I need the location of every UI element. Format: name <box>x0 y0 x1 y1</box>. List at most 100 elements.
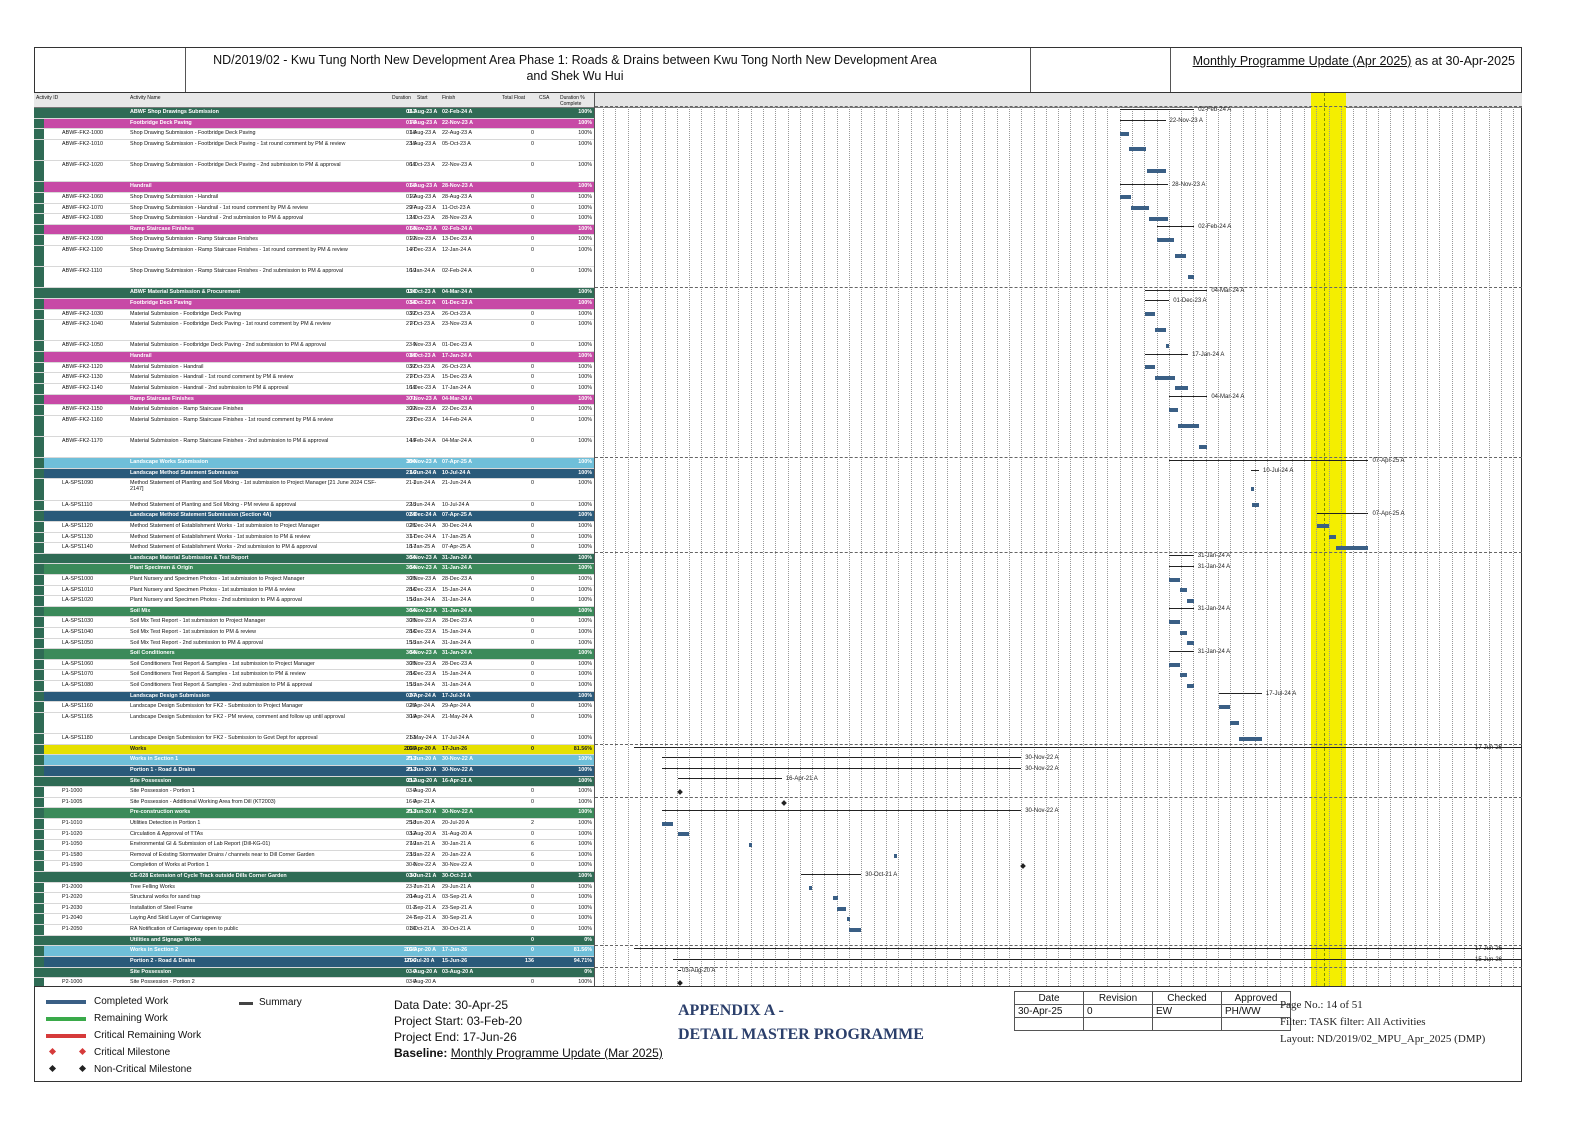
col-duration[interactable]: Duration <box>392 95 411 101</box>
table-row[interactable]: LA-SPS1030 Soil Mix Test Report - 1st sub… <box>34 617 594 628</box>
wbs-group-row[interactable]: Utilities and Signage Works 0 0% <box>34 935 594 947</box>
wbs-group-row[interactable]: Works in Section 1 713 25-Jun-20 A 30-Nov-2… <box>34 755 594 766</box>
activity-bar[interactable] <box>1336 545 1369 550</box>
summary-bar[interactable] <box>634 746 1522 748</box>
table-row[interactable]: P1-2020 Structural works for sand trap 14 2… <box>34 893 594 904</box>
summary-bar[interactable] <box>1251 470 1259 472</box>
table-row[interactable]: P2-1000 Site Possession - Portion 2 0 03-Au… <box>34 978 594 986</box>
activity-bar[interactable] <box>1218 705 1230 710</box>
activity-bar[interactable] <box>1317 524 1329 529</box>
wbs-group-row[interactable]: Soil Mix 56 30-Nov-23 A 31-Jan-24 A 100% <box>34 606 594 618</box>
wbs-group-row[interactable]: Works 2035 16-Apr-20 A 17-Jun-26 0 81.56% <box>34 744 594 756</box>
table-row[interactable]: LA-SPS1080 Soil Conditioners Test Report … <box>34 681 594 692</box>
activity-bar[interactable] <box>1187 274 1195 279</box>
activity-bar[interactable] <box>1180 588 1188 593</box>
table-row[interactable]: LA-SPS1130 Method Statement of Establishm… <box>34 532 594 544</box>
table-row[interactable]: LA-SPS1050 Soil Mix Test Report - 2nd sub… <box>34 638 594 650</box>
activity-bar[interactable] <box>1120 131 1129 136</box>
activity-bar[interactable] <box>1165 343 1170 348</box>
activity-bar[interactable] <box>1238 736 1262 741</box>
wbs-group-row[interactable]: Site Possession 0 03-Aug-20 A 03-Aug-20 A 0% <box>34 967 594 979</box>
summary-bar[interactable] <box>662 757 1022 759</box>
col-activity-id[interactable]: Activity ID <box>36 95 59 101</box>
wbs-group-row[interactable]: Landscape Material Submission & Test Rep… <box>34 553 594 565</box>
activity-bar[interactable] <box>1145 312 1155 317</box>
activity-bar[interactable] <box>1156 237 1175 242</box>
summary-bar[interactable] <box>678 778 782 780</box>
activity-bar[interactable] <box>1168 577 1181 582</box>
activity-bar[interactable] <box>846 917 850 922</box>
table-row[interactable]: LA-SPS1180 Landscape Design Submission fo… <box>34 734 594 745</box>
table-row[interactable]: ABWF-FK2-1070 Shop Drawing Submission - H… <box>34 203 594 215</box>
table-row[interactable]: ABWF-FK2-1050 Material Submission - Footb… <box>34 341 594 353</box>
wbs-group-row[interactable]: ABWF Shop Drawings Submission 113 01-Aug-2… <box>34 108 594 119</box>
wbs-group-row[interactable]: Ramp Staircase Finishes 71 30-Nov-23 A 04-M… <box>34 394 594 406</box>
table-row[interactable]: ABWF-FK2-1130 Material Submission - Handr… <box>34 373 594 384</box>
summary-bar[interactable] <box>1145 353 1189 355</box>
activity-bar[interactable] <box>832 896 838 901</box>
wbs-group-row[interactable]: Handrail 89 03-Oct-23 A 17-Jan-24 A 100% <box>34 352 594 363</box>
activity-bar[interactable] <box>1155 328 1166 333</box>
activity-bar[interactable] <box>1155 375 1175 380</box>
table-row[interactable]: LA-SPS1110 Method Statement of Planting a… <box>34 500 594 512</box>
table-row[interactable]: ABWF-FK2-1000 Shop Drawing Submission - F… <box>34 129 594 140</box>
summary-bar[interactable] <box>1168 565 1194 567</box>
wbs-group-row[interactable]: Footbridge Deck Paving 58 03-Oct-23 A 01-De… <box>34 299 594 310</box>
table-row[interactable]: P1-1050 Environmental GI & Submission of … <box>34 840 594 851</box>
activity-bar[interactable] <box>1199 444 1208 449</box>
table-row[interactable]: LA-SPS1090 Method Statement of Planting a… <box>34 479 594 501</box>
table-row[interactable]: P1-2000 Tree Felling Works 7 23-Jun-21 A 29-… <box>34 882 594 894</box>
activity-bar[interactable] <box>1329 535 1336 540</box>
wbs-group-row[interactable]: Landscape Design Submission 97 02-Apr-24 A… <box>34 691 594 703</box>
table-row[interactable]: ABWF-FK2-1060 Shop Drawing Submission - H… <box>34 192 594 204</box>
wbs-group-row[interactable]: Portion 2 - Road & Drains 1796 21-Jul-20 A… <box>34 956 594 968</box>
table-row[interactable]: ABWF-FK2-1150 Material Submission - Ramp … <box>34 405 594 416</box>
table-row[interactable]: ABWF-FK2-1080 Shop Drawing Submission - H… <box>34 214 594 225</box>
table-row[interactable]: P1-1020 Circulation & Approval of TTAs 12 0… <box>34 829 594 841</box>
activity-bar[interactable] <box>1251 503 1259 508</box>
summary-bar[interactable] <box>1145 300 1170 302</box>
table-row[interactable]: ABWF-FK2-1040 Material Submission - Footb… <box>34 320 594 342</box>
baseline-value[interactable]: Monthly Programme Update (Mar 2025) <box>450 1046 663 1060</box>
activity-bar[interactable] <box>1145 365 1155 370</box>
summary-bar[interactable] <box>1145 289 1208 291</box>
table-row[interactable]: P1-1590 Completion of Works at Portion 1 0… <box>34 861 594 873</box>
table-row[interactable]: ABWF-FK2-1160 Material Submission - Ramp … <box>34 415 594 437</box>
activity-bar[interactable] <box>1168 407 1178 412</box>
summary-bar[interactable] <box>1168 608 1194 610</box>
wbs-group-row[interactable]: Portion 1 - Road & Drains 713 25-Jun-20 A 3… <box>34 765 594 777</box>
activity-bar[interactable] <box>1187 683 1194 688</box>
table-row[interactable]: ABWF-FK2-1110 Shop Drawing Submission - R… <box>34 267 594 289</box>
summary-bar[interactable] <box>1120 109 1195 111</box>
table-row[interactable]: ABWF-FK2-1100 Shop Drawing Submission - R… <box>34 245 594 268</box>
table-row[interactable]: ABWF-FK2-1010 Shop Drawing Submission - F… <box>34 139 594 162</box>
table-row[interactable]: P1-1005 Site Possession - Additional Work… <box>34 797 594 809</box>
wbs-group-row[interactable]: Landscape Works Submission 390 30-Nov-23 A… <box>34 458 594 469</box>
summary-bar[interactable] <box>1168 555 1194 557</box>
wbs-group-row[interactable]: Landscape Method Statement Submission 16 2… <box>34 468 594 480</box>
table-row[interactable]: ABWF-FK2-1020 Shop Drawing Submission - F… <box>34 161 594 183</box>
activity-bar[interactable] <box>809 885 813 890</box>
activity-bar[interactable] <box>1174 253 1186 258</box>
wbs-group-row[interactable]: Ramp Staircase Finishes 68 01-Nov-23 A 02-F… <box>34 224 594 236</box>
activity-bar[interactable] <box>837 906 847 911</box>
table-row[interactable]: LA-SPS1120 Method Statement of Establishm… <box>34 521 594 533</box>
table-row[interactable]: LA-SPS1165 Landscape Design Submission fo… <box>34 712 594 735</box>
wbs-group-row[interactable]: Plant Specimen & Origin 56 30-Nov-23 A 31-J… <box>34 564 594 575</box>
programme-update-link[interactable]: Monthly Programme Update (Apr 2025) <box>1192 54 1412 68</box>
activity-bar[interactable] <box>662 821 673 826</box>
milestone-marker[interactable] <box>677 789 683 795</box>
summary-bar[interactable] <box>678 969 682 971</box>
col-start[interactable]: Start <box>417 95 428 101</box>
activity-bar[interactable] <box>749 843 753 848</box>
wbs-group-row[interactable]: CE-028 Extension of Cycle Track outside … <box>34 872 594 883</box>
summary-bar[interactable] <box>1168 650 1194 652</box>
activity-bar[interactable] <box>1180 630 1188 635</box>
activity-bar[interactable] <box>1129 147 1147 152</box>
wbs-group-row[interactable]: Soil Conditioners 56 30-Nov-23 A 31-Jan-24 … <box>34 649 594 660</box>
table-row[interactable]: P1-1000 Site Possession - Portion 1 0 03-Au… <box>34 787 594 798</box>
col-duration-complete[interactable]: Duration % Complete <box>560 95 585 107</box>
table-row[interactable]: ABWF-FK2-1140 Material Submission - Handr… <box>34 383 594 395</box>
table-row[interactable]: LA-SPS1040 Soil Mix Test Report - 1st sub… <box>34 627 594 639</box>
table-row[interactable]: LA-SPS1070 Soil Conditioners Test Report … <box>34 670 594 682</box>
